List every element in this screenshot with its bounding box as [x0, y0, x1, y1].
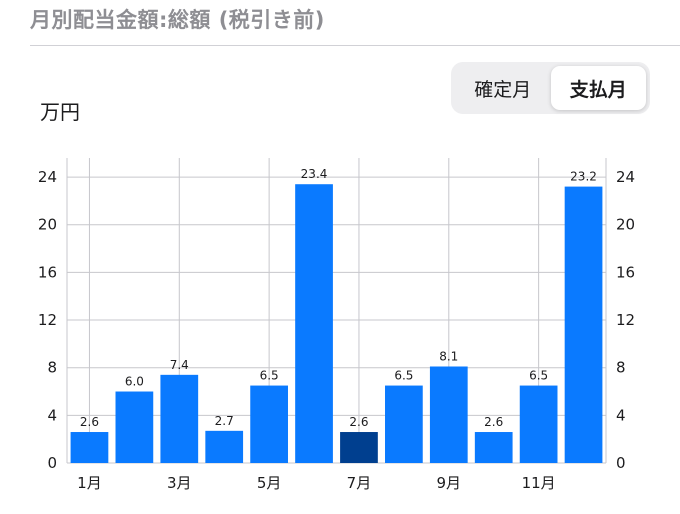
bar: [70, 432, 109, 463]
data-label: 8.1: [439, 349, 458, 363]
x-tick-label: 3月: [167, 474, 192, 492]
bar: [115, 391, 154, 463]
bar: [205, 430, 244, 463]
y-tick-label-right: 12: [616, 311, 635, 329]
y-axis-unit-label: 万円: [40, 100, 80, 124]
header-divider: [30, 45, 680, 46]
month-type-toggle[interactable]: 確定月 支払月: [451, 62, 650, 114]
bar: [340, 432, 378, 463]
data-label: 2.6: [349, 415, 368, 429]
page-title: 月別配当金額:総額 (税引き前): [30, 8, 325, 32]
bar: [564, 186, 603, 463]
data-label: 6.5: [260, 369, 279, 383]
data-label: 6.5: [529, 369, 548, 383]
y-tick-label-right: 24: [616, 168, 635, 186]
x-tick-label: 5月: [257, 474, 282, 492]
y-tick-label-right: 20: [616, 216, 635, 234]
y-tick-label-left: 20: [38, 216, 57, 234]
data-label: 2.6: [80, 415, 99, 429]
x-tick-label: 1月: [77, 474, 102, 492]
x-tick-label: 7月: [347, 474, 372, 492]
data-label: 23.2: [570, 170, 597, 184]
y-tick-label-left: 0: [47, 454, 57, 472]
y-tick-label-left: 12: [38, 311, 57, 329]
y-tick-label-left: 24: [38, 168, 57, 186]
y-tick-label-right: 8: [616, 359, 626, 377]
x-tick-label: 11月: [522, 474, 556, 492]
y-tick-label-left: 4: [47, 406, 57, 424]
data-label: 7.4: [170, 358, 189, 372]
y-tick-label-left: 16: [38, 263, 57, 281]
bar: [160, 374, 199, 463]
y-tick-label-right: 16: [616, 263, 635, 281]
data-label: 2.7: [215, 414, 234, 428]
data-label: 23.4: [301, 167, 328, 181]
bar: [474, 432, 513, 463]
bar: [295, 184, 333, 463]
y-tick-label-left: 8: [47, 359, 57, 377]
bar: [250, 385, 288, 463]
data-label: 2.6: [484, 415, 503, 429]
bar: [385, 385, 423, 463]
y-tick-label-right: 4: [616, 406, 626, 424]
bar: [429, 366, 468, 463]
x-tick-label: 9月: [437, 474, 462, 492]
data-label: 6.5: [394, 369, 413, 383]
y-tick-label-right: 0: [616, 454, 626, 472]
tab-payment-month[interactable]: 支払月: [550, 66, 646, 110]
tab-confirmed-month[interactable]: 確定月: [474, 78, 532, 101]
bar: [519, 385, 558, 463]
data-label: 6.0: [125, 375, 144, 389]
